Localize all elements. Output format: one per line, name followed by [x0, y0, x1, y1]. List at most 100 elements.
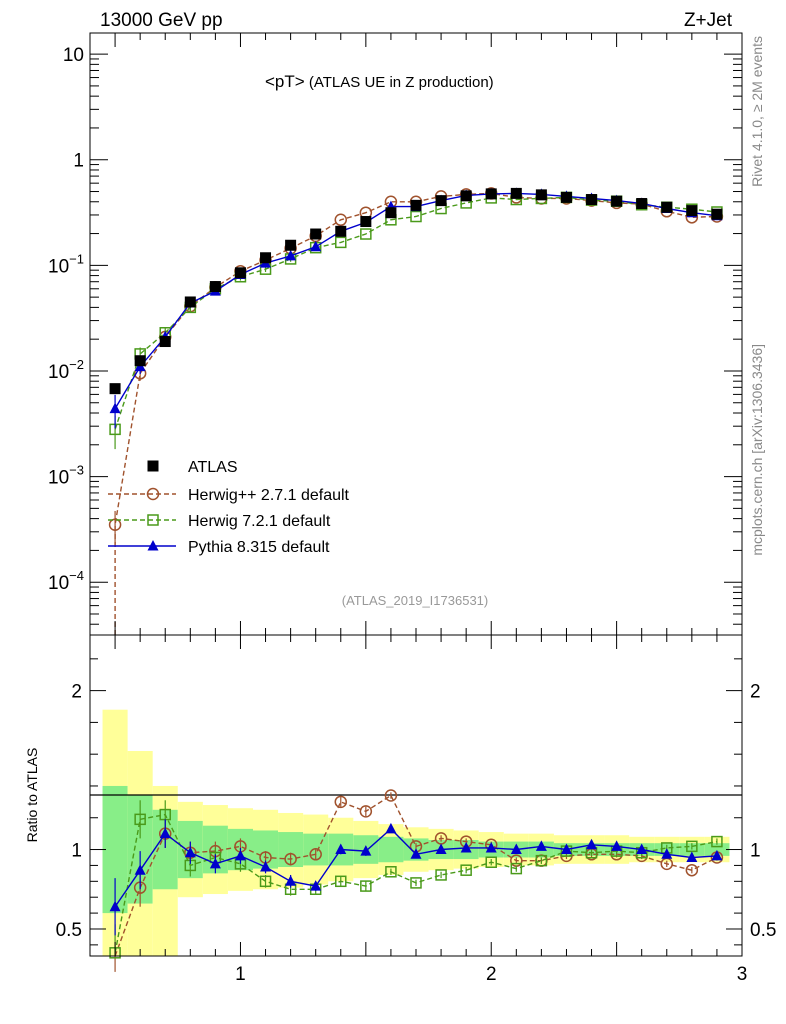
legend-entry: Herwig 7.2.1 default [108, 513, 331, 530]
legend-label: Herwig 7.2.1 default [188, 513, 331, 530]
data-point [184, 296, 196, 308]
ratio-data-point [410, 877, 422, 889]
data-point [285, 249, 297, 261]
plot-title-sub: (ATLAS UE in Z production) [305, 74, 494, 91]
data-point [410, 210, 422, 223]
y-tick-label: 10−3 [48, 463, 84, 489]
ratio-data-point [586, 838, 598, 850]
data-point [385, 207, 397, 219]
y-tick-label: 1 [71, 841, 82, 862]
data-point [360, 216, 372, 228]
legend: ATLAS Herwig++ 2.7.1 default Herwig 7.2.1 … [108, 459, 350, 556]
data-point [360, 228, 372, 240]
stat-uncertainty-band [704, 843, 730, 856]
ratio-data-point [335, 843, 347, 855]
y-tick-label-right: 0.5 [750, 920, 776, 941]
header-right-title: Z+Jet [684, 10, 733, 31]
data-point [209, 281, 221, 293]
legend-label: Pythia 8.315 default [188, 539, 330, 556]
ratio-data-point [460, 841, 472, 853]
data-point [310, 240, 322, 252]
ratio-ylabel: Ratio to ATLAS [24, 748, 40, 843]
data-point [410, 199, 422, 211]
legend-marker [147, 460, 159, 472]
data-point [586, 194, 598, 206]
ratio-data-point [310, 880, 322, 891]
y-tick-label-exponent: −4 [69, 568, 84, 583]
ratio-data-point [134, 864, 146, 875]
y-tick-label-exponent: −2 [69, 357, 84, 372]
ratio-data-point [335, 875, 347, 888]
x-tick-label: 1 [235, 964, 246, 985]
data-point [234, 267, 246, 279]
ratio-data-point [360, 845, 372, 856]
series-pythia-8-315-default [109, 187, 723, 429]
ratio-data-point [611, 840, 623, 851]
data-point [611, 195, 623, 207]
data-point [134, 355, 146, 367]
data-point [560, 191, 572, 203]
ratio-data-point [435, 843, 447, 855]
data-point [335, 236, 347, 249]
stat-uncertainty-band [378, 836, 404, 863]
ratio-panel-series [109, 789, 724, 972]
ratio-data-point [385, 866, 397, 878]
y-tick-label: 1 [73, 151, 84, 172]
ratio-data-point [510, 862, 523, 875]
series-herwig-7-2-1-default [109, 191, 723, 450]
ratio-data-point [234, 849, 246, 861]
y-tick-label: 10−1 [48, 251, 84, 277]
y-tick-label: 2 [71, 682, 82, 703]
ratio-data-point [535, 854, 548, 867]
ratio-data-point [360, 880, 372, 892]
data-point [510, 187, 522, 199]
data-point [310, 228, 322, 240]
ratio-data-point [435, 869, 447, 881]
data-point [108, 518, 122, 531]
ratio-series-pythia-8-315-default [109, 819, 723, 936]
ratio-data-point [109, 900, 121, 912]
ratio-uncertainty-bands [102, 709, 730, 956]
y-tick-label-base: 10 [48, 468, 69, 489]
ratio-data-point [184, 846, 196, 858]
ratio-data-point [686, 851, 698, 862]
ratio-data-point [285, 875, 297, 886]
y-tick-label: 10 [63, 45, 84, 66]
ratio-data-point [661, 848, 673, 859]
ratio-data-point [510, 843, 522, 855]
data-point [535, 189, 547, 201]
data-point [485, 188, 497, 200]
data-point [334, 213, 348, 227]
ratio-data-point [560, 843, 572, 855]
data-point [711, 208, 723, 220]
y-tick-label: 10−4 [48, 568, 84, 594]
y-tick-label-exponent: −1 [69, 251, 84, 266]
legend-entry: Pythia 8.315 default [108, 539, 330, 556]
y-tick-label-base: 10 [48, 256, 69, 277]
y-tick-label-right: 1 [750, 841, 761, 862]
legend-entry: ATLAS [147, 459, 238, 476]
plot-title: <pT> (ATLAS UE in Z production) [265, 72, 494, 91]
y-tick-label-base: 10 [48, 362, 69, 383]
series-line [114, 192, 717, 409]
ratio-panel-axes: 1 2 3 0.5 0.5 1 1 2 2 [56, 635, 776, 985]
ratio-data-point [711, 849, 723, 861]
ratio-data-point [685, 863, 699, 877]
ratio-data-point [284, 852, 297, 866]
ratio-data-point [334, 795, 348, 809]
main-panel-series [108, 187, 724, 635]
mcplots-label: mcplots.cern.ch [arXiv:1306.3436] [749, 344, 765, 556]
data-point [109, 402, 121, 414]
y-tick-label-base: 10 [48, 573, 69, 594]
legend-marker [147, 540, 159, 551]
ratio-data-point [134, 813, 146, 826]
ratio-data-point [159, 827, 171, 839]
legend-label: ATLAS [188, 459, 238, 476]
y-tick-label-right: 2 [750, 682, 761, 703]
header-left-title: 13000 GeV pp [100, 10, 223, 31]
analysis-id-watermark: (ATLAS_2019_I1736531) [342, 593, 488, 608]
data-point [109, 383, 121, 395]
ratio-data-point [485, 841, 497, 853]
data-point [335, 225, 347, 237]
